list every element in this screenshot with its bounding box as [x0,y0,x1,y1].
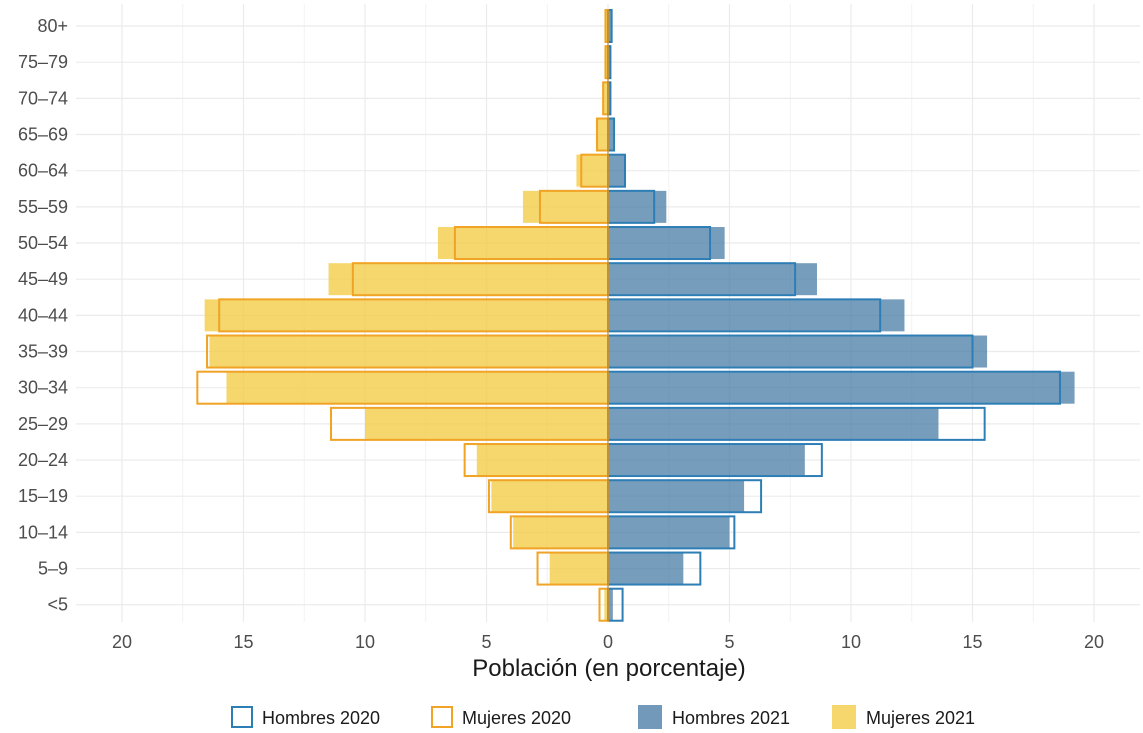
bar-hombres-2021-3 [608,480,745,513]
x-tick-label-4: 0 [603,632,613,652]
bar-hombres-2021-5 [608,407,939,440]
bar-hombres-2021-12 [608,154,626,187]
y-tick-label-5: 25–29 [18,414,68,434]
bar-mujeres-2021-0 [604,588,608,621]
bar-mujeres-2021-13 [595,118,608,151]
bar-mujeres-2021-2 [513,516,608,549]
bar-hombres-2021-16 [608,10,612,42]
bar-mujeres-2021-8 [204,299,608,332]
bar-hombres-2021-14 [608,82,611,115]
legend-hombres-2020-swatch [231,706,253,728]
legend-hombres-2020-label: Hombres 2020 [262,708,380,728]
x-tick-label-2: 10 [355,632,375,652]
bar-hombres-2021-1 [608,552,684,585]
y-tick-label-16: 80+ [37,16,68,36]
y-tick-label-12: 60–64 [18,161,68,181]
legend-hombres-2021-swatch [638,705,662,729]
y-tick-label-10: 50–54 [18,233,68,253]
bar-mujeres-2021-4 [476,444,608,477]
bar-mujeres-2021-6 [226,371,609,404]
x-tick-label-8: 20 [1084,632,1104,652]
y-tick-label-7: 35–39 [18,342,68,362]
y-tick-label-14: 70–74 [18,88,68,108]
legend: Hombres 2020 Mujeres 2020 Hombres 2021 Muje… [231,705,975,729]
x-tick-label-0: 20 [112,632,132,652]
y-tick-label-6: 30–34 [18,378,68,398]
y-tick-label-9: 45–49 [18,269,68,289]
y-tick-label-4: 20–24 [18,450,68,470]
bar-hombres-2021-11 [608,190,667,223]
x-axis-ticks: 20 15 10 5 0 5 10 15 20 [112,632,1104,652]
bar-hombres-2021-0 [608,588,613,621]
legend-mujeres-2020-swatch [431,706,453,728]
bar-mujeres-2021-7 [209,335,609,368]
bar-hombres-2021-8 [608,299,905,332]
legend-mujeres-2020-label: Mujeres 2020 [462,708,571,728]
bar-mujeres-2021-11 [522,190,608,223]
bar-hombres-2021-9 [608,263,817,296]
bar-mujeres-2021-3 [491,480,608,513]
y-axis-ticks: <5 5–9 10–14 15–19 20–24 25–29 30–34 35–39 40–44… [18,16,68,615]
y-tick-label-0: <5 [47,595,68,615]
legend-hombres-2021-label: Hombres 2021 [672,708,790,728]
legend-mujeres-2021-label: Mujeres 2021 [866,708,975,728]
x-tick-label-1: 15 [233,632,253,652]
bar-hombres-2021-6 [608,371,1075,404]
filled-bars [204,10,1075,621]
bar-mujeres-2021-1 [549,552,608,585]
y-tick-label-13: 65–69 [18,125,68,145]
bar-hombres-2021-4 [608,444,805,477]
x-tick-label-6: 10 [841,632,861,652]
bar-hombres-2021-2 [608,516,730,549]
x-tick-label-7: 15 [962,632,982,652]
y-tick-label-8: 40–44 [18,305,68,325]
y-tick-label-3: 15–19 [18,486,68,506]
bar-mujeres-2021-14 [603,82,608,115]
legend-mujeres-2021-swatch [832,705,856,729]
bar-mujeres-2021-5 [365,407,608,440]
bar-hombres-2021-7 [608,335,988,368]
bar-hombres-2021-15 [608,46,611,79]
y-tick-label-11: 55–59 [18,197,68,217]
y-tick-label-2: 10–14 [18,522,68,542]
y-tick-label-15: 75–79 [18,52,68,72]
x-axis-title: Población (en porcentaje) [472,655,746,682]
y-tick-label-1: 5–9 [38,559,68,579]
bar-mujeres-2021-9 [328,263,608,296]
bar-mujeres-2021-10 [437,227,608,260]
x-tick-label-3: 5 [481,632,491,652]
bar-hombres-2021-13 [608,118,615,151]
x-tick-label-5: 5 [724,632,734,652]
bar-hombres-2021-10 [608,227,725,260]
